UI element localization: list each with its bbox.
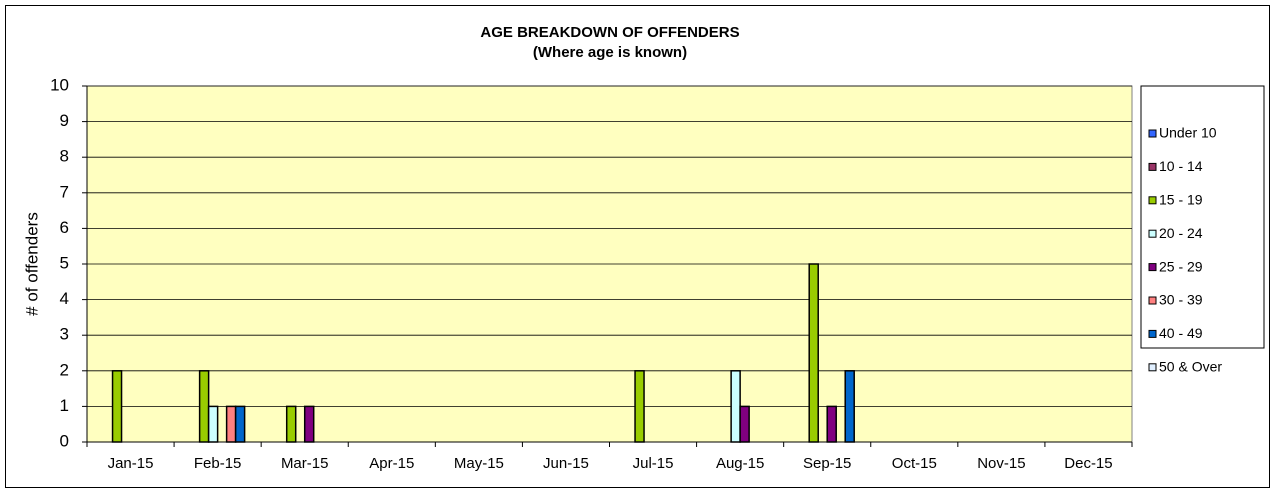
legend-swatch [1148,196,1157,205]
x-tick-label: Jan-15 [108,455,154,472]
bar [285,405,297,443]
y-tick-label: 1 [60,396,69,415]
legend-swatch [1148,129,1157,138]
x-tick-label: Oct-15 [892,455,937,472]
bar [634,370,645,443]
bar [303,405,315,443]
x-tick-label: Nov-15 [977,455,1025,472]
legend-label: 15 - 19 [1159,192,1203,208]
x-tick-label: Aug-15 [716,455,764,472]
x-tick-label: Feb-15 [194,455,242,472]
legend-label: 20 - 24 [1159,225,1203,241]
x-tick-label: Jul-15 [633,455,674,472]
legend-swatch [1148,296,1157,305]
legend-box [1140,85,1265,349]
legend-label: 40 - 49 [1159,325,1203,341]
legend-swatch [1148,329,1157,338]
y-axis-label: # of offenders [22,212,41,316]
y-tick-label: 0 [60,431,69,450]
x-tick-label: Sep-15 [803,455,851,472]
x-tick-label: May-15 [454,455,504,472]
legend-label: Under 10 [1159,125,1217,141]
bar [225,405,237,443]
bar [844,370,855,443]
bar [730,370,741,443]
bar [826,405,837,443]
bar [207,405,219,443]
x-tick-label: Jun-15 [543,455,589,472]
bar [739,405,750,443]
chart-title: AGE BREAKDOWN OF OFFENDERS [480,24,739,41]
legend-label: 50 & Over [1159,359,1222,375]
chart-subtitle: (Where age is known) [533,44,687,61]
legend-label: 25 - 29 [1159,258,1203,274]
x-tick-label: Mar-15 [281,455,329,472]
y-tick-label: 3 [60,325,69,344]
x-tick-label: Dec-15 [1064,455,1112,472]
legend-label: 10 - 14 [1159,158,1203,174]
bar [808,263,819,443]
y-tick-label: 9 [60,111,69,130]
legend-swatch [1148,229,1157,238]
legend-swatch [1148,162,1157,171]
bar [111,370,123,443]
y-tick-label: 6 [60,218,69,237]
legend-swatch [1148,263,1157,272]
bar [198,370,210,443]
y-tick-label: 5 [60,253,69,272]
y-tick-label: 8 [60,147,69,166]
legend-label: 30 - 39 [1159,292,1203,308]
x-tick-label: Apr-15 [369,455,414,472]
legend-swatch [1148,363,1157,372]
y-tick-label: 4 [60,289,69,308]
y-tick-label: 2 [60,360,69,379]
y-tick-label: 10 [50,75,69,94]
y-tick-label: 7 [60,182,69,201]
bar [234,405,246,443]
